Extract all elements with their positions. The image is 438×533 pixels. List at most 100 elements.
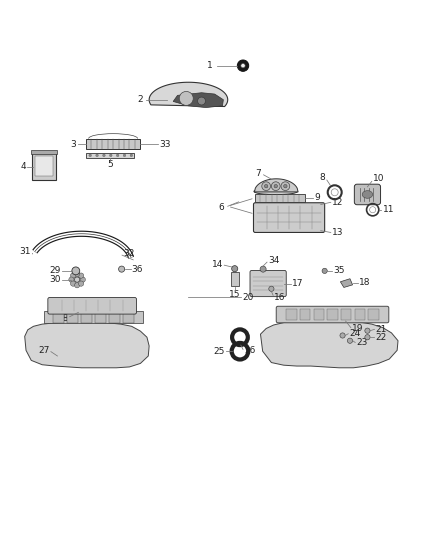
FancyBboxPatch shape	[32, 154, 56, 180]
Circle shape	[130, 154, 133, 157]
Circle shape	[237, 60, 249, 71]
Polygon shape	[53, 311, 64, 323]
Circle shape	[365, 328, 370, 333]
Text: 2: 2	[137, 95, 143, 104]
Circle shape	[119, 266, 125, 272]
Circle shape	[110, 154, 112, 157]
Polygon shape	[314, 309, 324, 320]
Circle shape	[69, 277, 74, 282]
Circle shape	[347, 338, 353, 343]
Polygon shape	[340, 279, 353, 287]
Text: 29: 29	[49, 266, 60, 276]
Circle shape	[179, 92, 193, 106]
Text: 18: 18	[359, 278, 371, 287]
Bar	[35, 157, 53, 176]
Text: 12: 12	[332, 198, 343, 207]
Polygon shape	[67, 311, 78, 323]
Circle shape	[102, 154, 105, 157]
Polygon shape	[355, 309, 365, 320]
Text: 11: 11	[383, 205, 394, 214]
Text: 14: 14	[212, 260, 223, 269]
Text: 23: 23	[357, 338, 368, 347]
Text: 8: 8	[319, 173, 325, 182]
Polygon shape	[109, 311, 120, 323]
Text: 1: 1	[207, 61, 212, 70]
Circle shape	[117, 154, 119, 157]
Circle shape	[78, 273, 84, 278]
Text: 31: 31	[19, 247, 30, 256]
Circle shape	[80, 277, 85, 282]
Text: 36: 36	[132, 264, 143, 273]
Circle shape	[96, 154, 99, 157]
Polygon shape	[81, 311, 92, 323]
Circle shape	[322, 268, 327, 273]
Circle shape	[269, 286, 274, 292]
Polygon shape	[261, 320, 398, 368]
Text: 7: 7	[255, 169, 261, 178]
FancyBboxPatch shape	[48, 297, 137, 314]
Polygon shape	[123, 311, 134, 323]
Circle shape	[260, 266, 266, 272]
Text: 21: 21	[376, 325, 387, 334]
Polygon shape	[286, 309, 297, 320]
Text: 30: 30	[49, 275, 60, 284]
Polygon shape	[95, 311, 106, 323]
Circle shape	[284, 184, 287, 188]
Text: 32: 32	[123, 249, 134, 258]
Text: 20: 20	[242, 293, 254, 302]
Text: 34: 34	[268, 256, 280, 265]
Polygon shape	[327, 309, 338, 320]
Bar	[86, 152, 134, 158]
Text: 6: 6	[219, 203, 224, 212]
Polygon shape	[173, 93, 223, 108]
Text: 25: 25	[213, 346, 224, 356]
FancyBboxPatch shape	[276, 306, 389, 323]
Text: 13: 13	[332, 228, 343, 237]
FancyBboxPatch shape	[250, 270, 286, 297]
Circle shape	[281, 182, 290, 190]
Circle shape	[71, 281, 76, 286]
Circle shape	[198, 97, 205, 105]
Text: 10: 10	[373, 174, 385, 183]
Circle shape	[274, 184, 278, 188]
Text: 27: 27	[38, 346, 49, 355]
Polygon shape	[149, 82, 228, 107]
Text: 17: 17	[292, 279, 304, 288]
Text: 35: 35	[333, 266, 344, 276]
Text: 33: 33	[159, 140, 171, 149]
Text: 5: 5	[107, 160, 113, 169]
Text: 24: 24	[350, 329, 361, 338]
Text: 15: 15	[229, 289, 240, 298]
Ellipse shape	[362, 191, 373, 198]
Circle shape	[89, 154, 92, 157]
Circle shape	[262, 182, 271, 190]
Circle shape	[265, 184, 268, 188]
Text: 3: 3	[71, 140, 76, 149]
Text: 9: 9	[314, 193, 320, 203]
Circle shape	[71, 273, 76, 278]
Circle shape	[74, 282, 80, 288]
Text: 16: 16	[274, 293, 286, 302]
Circle shape	[72, 267, 80, 275]
Circle shape	[74, 271, 80, 277]
Text: 28: 28	[57, 313, 68, 322]
Bar	[231, 272, 239, 286]
Polygon shape	[25, 322, 149, 368]
Circle shape	[365, 335, 370, 340]
Circle shape	[272, 182, 280, 190]
Bar	[31, 150, 57, 154]
Text: 22: 22	[376, 333, 387, 342]
Polygon shape	[368, 309, 379, 320]
Bar	[44, 311, 143, 323]
Circle shape	[78, 281, 84, 286]
Bar	[86, 139, 141, 149]
Bar	[255, 194, 305, 202]
Text: 4: 4	[21, 162, 26, 171]
Circle shape	[241, 63, 245, 68]
Polygon shape	[341, 309, 351, 320]
Ellipse shape	[254, 188, 297, 195]
Circle shape	[123, 154, 126, 157]
FancyBboxPatch shape	[254, 203, 325, 232]
Text: 26: 26	[244, 346, 256, 356]
Polygon shape	[300, 309, 311, 320]
